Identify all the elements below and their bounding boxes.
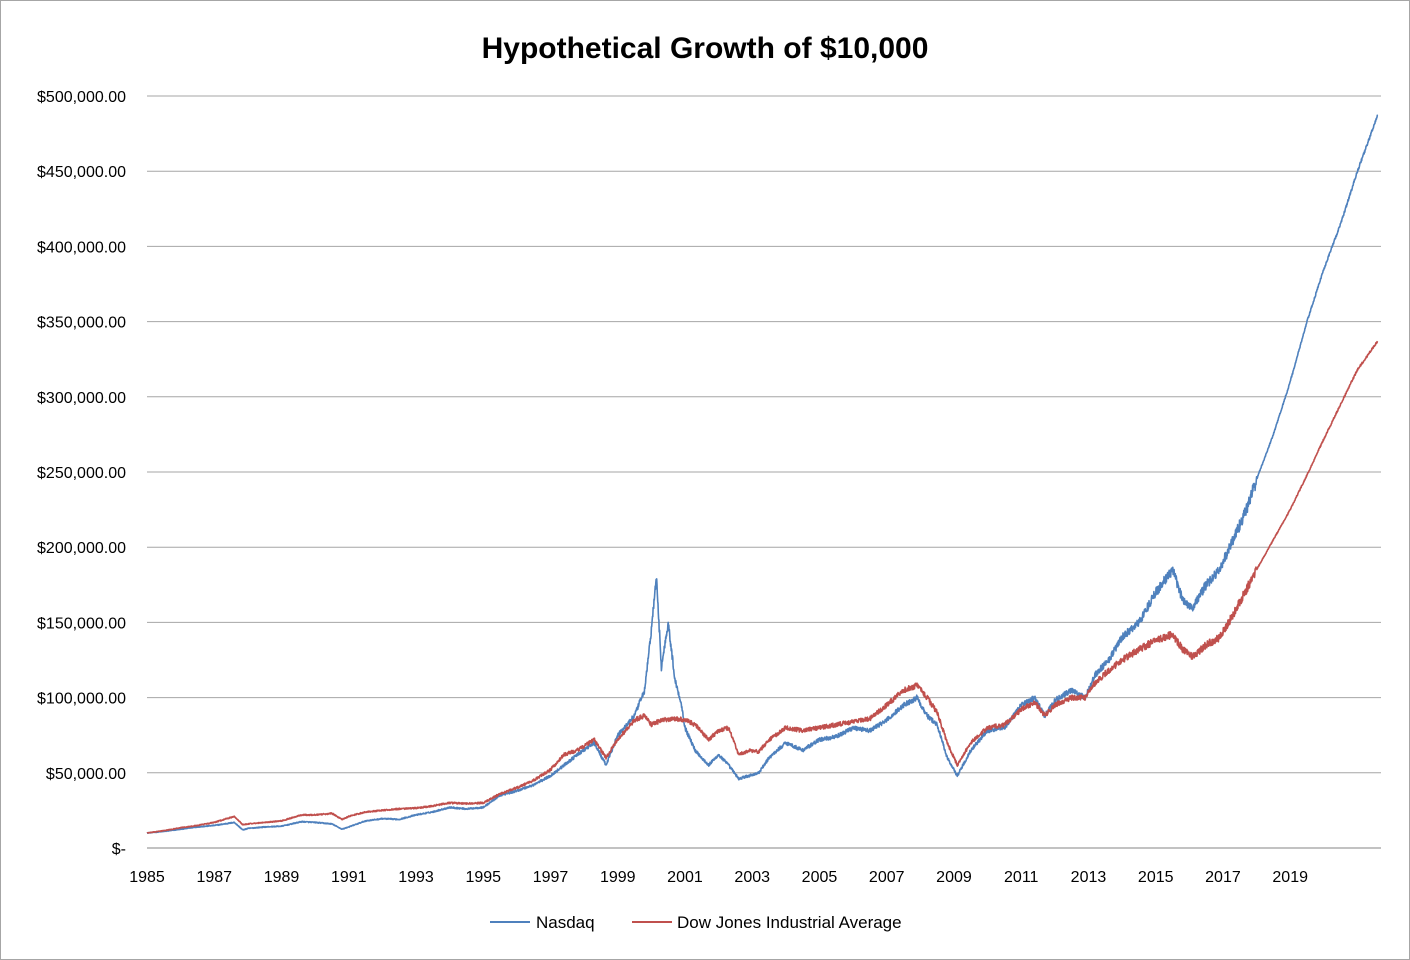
x-tick-label: 2003: [734, 869, 770, 886]
series-lines: [146, 114, 1379, 834]
y-axis-tick-labels: $- $50,000.00 $100,000.00 $150,000.00 $200,0…: [37, 89, 126, 858]
x-tick-label: 1987: [196, 869, 232, 886]
x-tick-label: 1991: [331, 869, 367, 886]
y-tick-label: $250,000.00: [37, 465, 126, 482]
series-line-nasdaq: [146, 114, 1379, 834]
y-tick-label: $100,000.00: [37, 691, 126, 708]
x-tick-label: 1999: [600, 869, 636, 886]
x-tick-label: 2013: [1071, 869, 1107, 886]
y-tick-label: $200,000.00: [37, 540, 126, 557]
y-tick-label: $300,000.00: [37, 390, 126, 407]
x-tick-label: 2001: [667, 869, 703, 886]
y-tick-label: $400,000.00: [37, 239, 126, 256]
legend-label: Nasdaq: [536, 913, 595, 932]
legend-label: Dow Jones Industrial Average: [677, 913, 902, 932]
y-tick-label: $-: [112, 841, 126, 858]
y-tick-label: $350,000.00: [37, 315, 126, 332]
y-tick-label: $150,000.00: [37, 615, 126, 632]
series-line-dow-jones: [146, 340, 1379, 834]
y-tick-label: $450,000.00: [37, 164, 126, 181]
x-tick-label: 1995: [465, 869, 501, 886]
x-tick-label: 2009: [936, 869, 972, 886]
gridlines: [147, 95, 1381, 849]
legend: Nasdaq Dow Jones Industrial Average: [490, 913, 902, 932]
x-tick-label: 1985: [129, 869, 165, 886]
y-tick-label: $50,000.00: [46, 766, 126, 783]
x-tick-label: 2015: [1138, 869, 1174, 886]
x-tick-label: 2019: [1272, 869, 1308, 886]
x-axis-tick-labels: 1985 1987 1989 1991 1993 1995 1997 1999 2001 2003…: [129, 869, 1308, 886]
chart-title: Hypothetical Growth of $10,000: [482, 32, 929, 65]
x-tick-label: 2011: [1004, 869, 1039, 886]
x-tick-label: 2017: [1205, 869, 1241, 886]
y-tick-label: $500,000.00: [37, 89, 126, 106]
x-tick-label: 1989: [264, 869, 300, 886]
x-tick-label: 1993: [398, 869, 434, 886]
x-tick-label: 1997: [533, 869, 569, 886]
x-tick-label: 2007: [869, 869, 905, 886]
x-tick-label: 2005: [802, 869, 838, 886]
